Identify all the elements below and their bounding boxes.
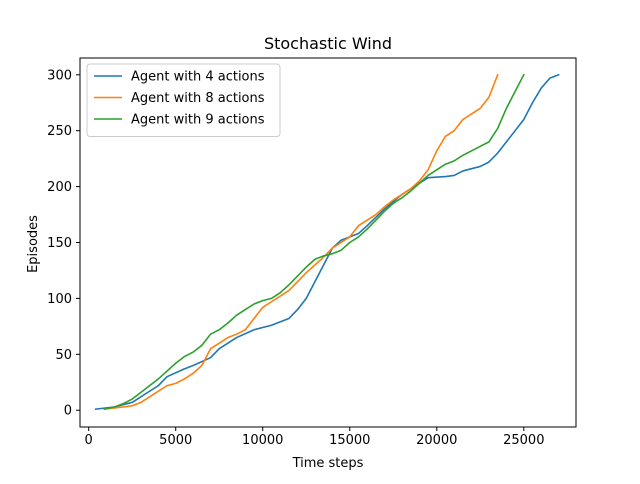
x-axis-label: Time steps	[292, 456, 364, 471]
x-tick-label: 0	[85, 433, 93, 448]
y-tick-label: 300	[47, 68, 72, 83]
y-tick-label: 200	[47, 180, 72, 195]
legend-label-3: Agent with 9 actions	[131, 113, 265, 128]
legend-label-2: Agent with 8 actions	[131, 91, 265, 106]
y-axis-ticks: 0 50 100 150 200 250 300	[47, 68, 80, 419]
y-axis-label: Episodes	[26, 215, 41, 273]
y-tick-label: 50	[55, 348, 72, 363]
y-tick-label: 250	[47, 124, 72, 139]
x-axis-ticks: 0 5000 10000 15000 20000 25000	[85, 427, 544, 448]
x-tick-label: 25000	[503, 433, 544, 448]
y-tick-label: 0	[64, 404, 72, 419]
series-line-3	[103, 73, 525, 411]
chart-legend: Agent with 4 actions Agent with 8 actions…	[86, 63, 281, 137]
x-tick-label: 15000	[329, 433, 370, 448]
legend-label-1: Agent with 4 actions	[131, 70, 265, 85]
x-tick-label: 5000	[159, 433, 192, 448]
legend-box	[86, 63, 281, 137]
y-tick-label: 150	[47, 236, 72, 251]
y-tick-label: 100	[47, 292, 72, 307]
x-tick-label: 10000	[242, 433, 283, 448]
chart-title: Stochastic Wind	[264, 34, 392, 53]
series-line-2	[103, 73, 499, 410]
x-tick-label: 20000	[416, 433, 457, 448]
